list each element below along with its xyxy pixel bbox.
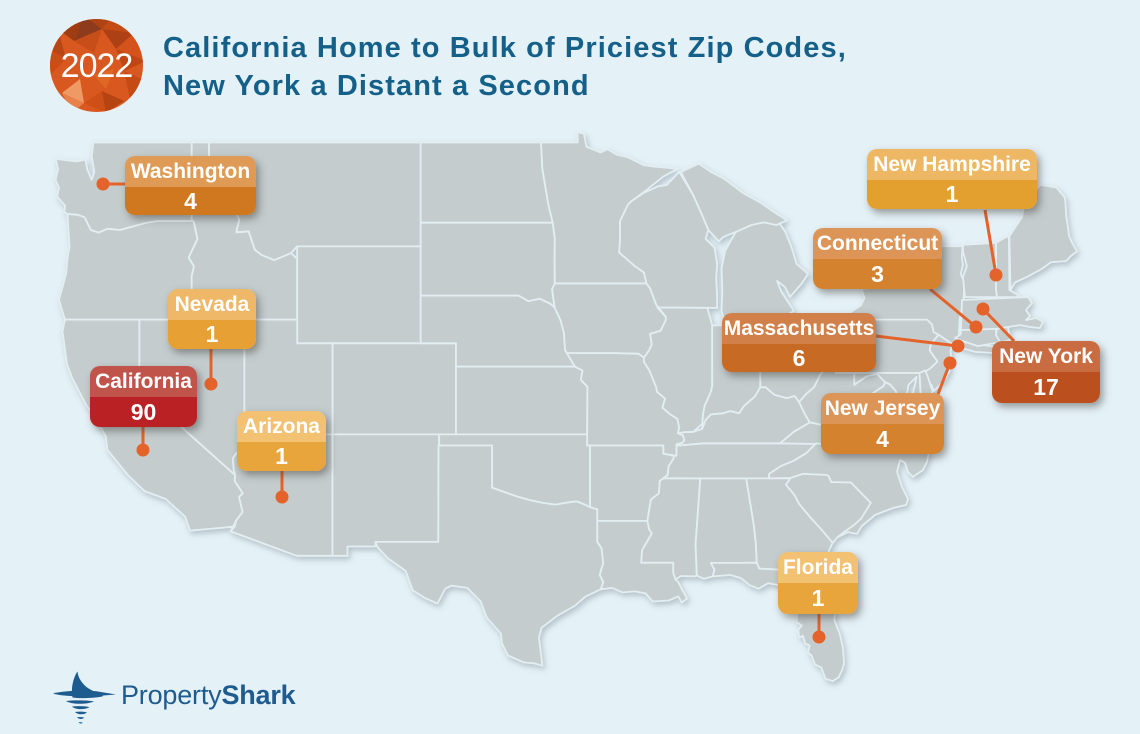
svg-text:2022: 2022 xyxy=(61,47,133,85)
svg-text:PropertyShark: PropertyShark xyxy=(121,680,297,710)
